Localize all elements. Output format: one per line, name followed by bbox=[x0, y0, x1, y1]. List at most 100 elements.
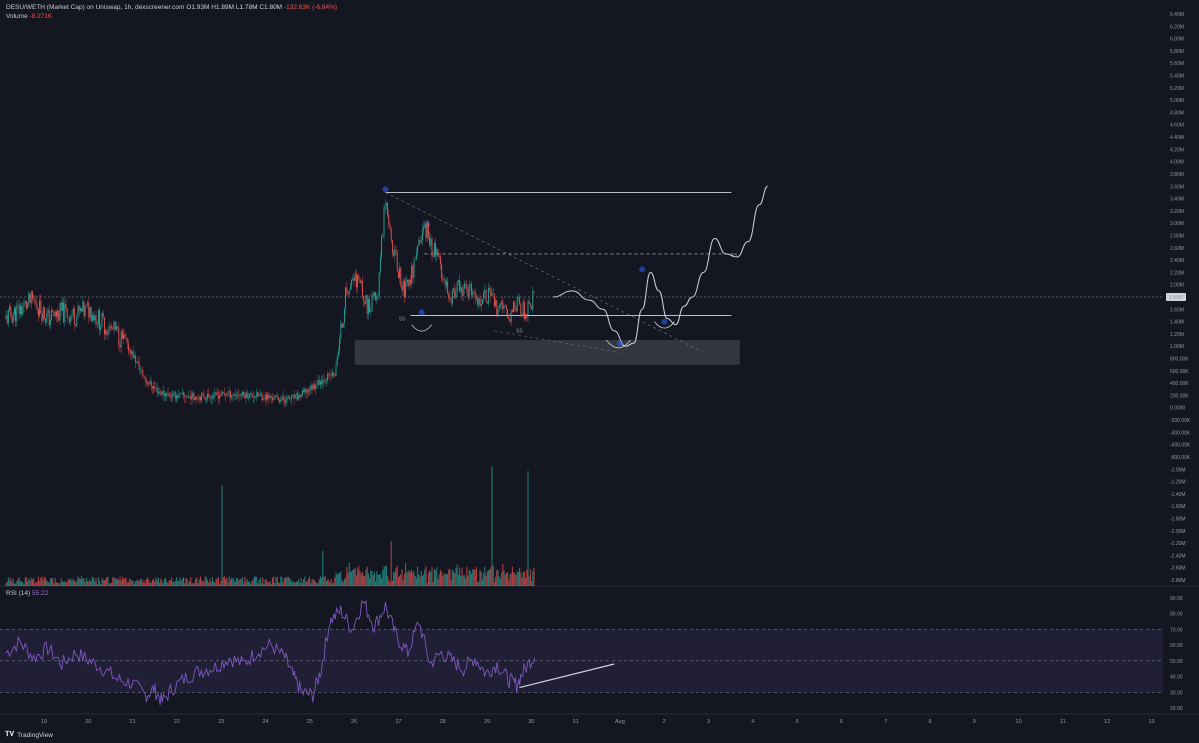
volume-bar bbox=[165, 578, 167, 586]
candle-body bbox=[232, 395, 234, 396]
candle-body bbox=[124, 334, 126, 338]
volume-bar bbox=[213, 581, 215, 586]
candle-body bbox=[21, 306, 23, 315]
volume-bar bbox=[120, 580, 122, 586]
price-tick-label: 800.00K bbox=[1170, 357, 1189, 363]
candle-body bbox=[117, 326, 119, 328]
candle-body bbox=[336, 356, 338, 366]
volume-bar bbox=[6, 581, 8, 586]
volume-bar bbox=[204, 576, 206, 586]
candle-body bbox=[265, 394, 267, 400]
volume-bar bbox=[529, 569, 531, 586]
volume-bar bbox=[275, 577, 277, 586]
candle-body bbox=[450, 300, 452, 304]
volume-bar bbox=[324, 576, 326, 586]
candle-body bbox=[335, 365, 337, 376]
candle-body bbox=[201, 393, 203, 401]
candle-body bbox=[340, 323, 342, 339]
candle-body bbox=[30, 291, 32, 304]
candle-body bbox=[183, 392, 185, 396]
candle-body bbox=[369, 299, 371, 313]
volume-bar bbox=[420, 571, 422, 586]
candle-body bbox=[418, 240, 420, 246]
volume-bar bbox=[5, 583, 7, 586]
candle-body bbox=[467, 289, 469, 297]
volume-bar bbox=[282, 582, 284, 586]
volume-bar bbox=[105, 579, 107, 586]
price-tick-label: 3.60M bbox=[1170, 184, 1184, 190]
candle-body bbox=[453, 288, 455, 291]
drawings-layer: SS SS SS bbox=[354, 185, 768, 365]
candle-body bbox=[349, 286, 351, 290]
rsi-header[interactable]: RSI (14) 55.22 bbox=[6, 590, 48, 597]
candle-body bbox=[425, 224, 427, 239]
symbol-header[interactable]: DESU/WETH (Market Cap) on Uniswap, 1h, d… bbox=[6, 4, 337, 11]
candle-body bbox=[379, 257, 381, 272]
candle-body bbox=[172, 392, 174, 397]
candle-body bbox=[220, 395, 222, 397]
volume-header[interactable]: Volume -8.271K bbox=[6, 13, 52, 20]
volume-bar bbox=[39, 581, 41, 586]
volume-bar bbox=[153, 579, 155, 586]
volume-bar bbox=[487, 569, 489, 586]
candle-body bbox=[405, 282, 407, 298]
candle-body bbox=[459, 280, 461, 292]
candle-body bbox=[106, 330, 108, 335]
volume-bar bbox=[441, 572, 443, 586]
descending-trendline bbox=[385, 192, 704, 353]
candle-body bbox=[229, 390, 231, 398]
volume-bar bbox=[526, 569, 528, 586]
volume-bar bbox=[430, 571, 432, 586]
candle-body bbox=[504, 305, 506, 307]
candle-body bbox=[91, 315, 93, 322]
candle-body bbox=[221, 391, 223, 396]
volume-bars bbox=[5, 466, 535, 586]
time-axis[interactable]: 19 20 21 22 23 24 25 26 27 28 29 30 31 Aug 2 3 4 5 6 7 8 9 10 1… bbox=[41, 719, 1155, 725]
volume-bar bbox=[96, 583, 98, 586]
candle-body bbox=[508, 317, 510, 320]
candle-body bbox=[513, 301, 515, 312]
tradingview-logo[interactable]: 𝐓𝐕 TradingView bbox=[5, 731, 53, 739]
candle-body bbox=[61, 302, 63, 311]
candle-body bbox=[67, 317, 69, 319]
volume-bar bbox=[263, 583, 265, 586]
candle-body bbox=[112, 328, 114, 330]
price-tick-label: 3.40M bbox=[1170, 197, 1184, 203]
candle-body bbox=[509, 319, 511, 322]
volume-bar bbox=[477, 582, 479, 586]
candle-body bbox=[463, 284, 465, 289]
candle-body bbox=[130, 349, 132, 355]
candle-body bbox=[502, 301, 504, 310]
price-tick-label: 1.00M bbox=[1170, 344, 1184, 350]
candle-body bbox=[240, 394, 242, 396]
time-tick-label: 4 bbox=[751, 719, 754, 725]
volume-bar bbox=[371, 570, 373, 586]
price-tick-label: -1.80M bbox=[1170, 516, 1186, 522]
volume-bar bbox=[435, 570, 437, 586]
rsi-tick-label: 70.00 bbox=[1170, 627, 1183, 633]
candle-body bbox=[417, 245, 419, 254]
candle-body bbox=[473, 291, 475, 292]
volume-bar bbox=[240, 579, 242, 586]
candle-body bbox=[6, 315, 8, 324]
candle-body bbox=[395, 249, 397, 252]
candle-body bbox=[49, 319, 51, 325]
volume-bar bbox=[378, 574, 380, 586]
candle-body bbox=[202, 393, 204, 395]
candle-body bbox=[190, 395, 192, 400]
rsi-label: RSI (14) bbox=[6, 590, 31, 597]
volume-bar bbox=[208, 582, 210, 586]
price-tick-label: 5.40M bbox=[1170, 74, 1184, 80]
volume-bar bbox=[321, 578, 323, 586]
volume-bar bbox=[83, 578, 85, 586]
volume-bar bbox=[22, 582, 24, 586]
candle-body bbox=[291, 395, 293, 399]
rsi-axis[interactable]: 90.00 80.00 70.00 60.00 50.00 40.00 30.00 20.00 bbox=[1170, 596, 1183, 712]
candle-body bbox=[484, 289, 486, 293]
volume-bar bbox=[101, 577, 103, 586]
candle-body bbox=[345, 287, 347, 309]
volume-bar bbox=[223, 576, 225, 586]
candle-body bbox=[441, 263, 443, 278]
volume-bar bbox=[121, 576, 123, 586]
